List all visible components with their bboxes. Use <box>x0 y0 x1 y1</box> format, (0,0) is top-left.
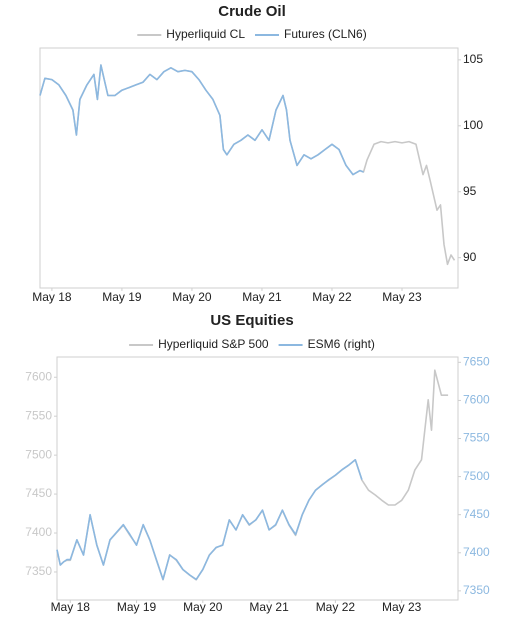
legend: Hyperliquid CL Futures (CLN6) <box>137 27 367 41</box>
legend-label: Hyperliquid S&P 500 <box>158 337 269 351</box>
y-tick-label: 7600 <box>463 393 490 407</box>
y-tick-label: 105 <box>463 52 483 66</box>
legend-label: Futures (CLN6) <box>284 27 367 41</box>
x-tick-label: May 21 <box>242 290 282 304</box>
x-tick-label: May 23 <box>382 290 422 304</box>
plot-frame <box>56 356 459 601</box>
chart-title: Crude Oil <box>218 3 286 20</box>
x-tick-label: May 18 <box>32 290 72 304</box>
y-tick-label: 95 <box>463 184 477 198</box>
y-tick-label: 7350 <box>463 583 490 597</box>
y-tick-label: 7550 <box>463 431 490 445</box>
y-tick-label: 7550 <box>25 408 52 422</box>
y-tick-label: 100 <box>463 118 483 132</box>
x-tick-label: May 21 <box>249 600 289 614</box>
legend-label: ESM6 (right) <box>308 337 375 351</box>
y-tick-label: 7600 <box>25 369 52 383</box>
y-tick-label: 7450 <box>463 507 490 521</box>
y-tick-label: 7500 <box>463 469 490 483</box>
x-tick-label: May 22 <box>312 290 352 304</box>
x-tick-label: May 18 <box>51 600 91 614</box>
y-tick-label: 7450 <box>25 486 52 500</box>
x-tick-label: May 20 <box>183 600 223 614</box>
y-tick-label: 7350 <box>25 564 52 578</box>
y-tick-label: 7650 <box>463 355 490 369</box>
x-tick-label: May 23 <box>382 600 422 614</box>
legend-label: Hyperliquid CL <box>166 27 245 41</box>
y-tick-label: 7400 <box>463 545 490 559</box>
x-tick-label: May 19 <box>102 290 142 304</box>
series-line <box>39 64 456 266</box>
y-tick-label: 7500 <box>25 447 52 461</box>
legend: Hyperliquid S&P 500 ESM6 (right) <box>129 337 375 351</box>
x-tick-label: May 19 <box>117 600 157 614</box>
x-tick-label: May 22 <box>316 600 356 614</box>
chart-title: US Equities <box>210 312 293 329</box>
y-tick-label: 90 <box>463 250 477 264</box>
plot-frame <box>39 47 459 289</box>
series-line <box>56 459 363 581</box>
y-tick-label: 7400 <box>25 525 52 539</box>
series-line <box>56 369 449 581</box>
x-tick-label: May 20 <box>172 290 212 304</box>
series-line <box>39 64 364 176</box>
